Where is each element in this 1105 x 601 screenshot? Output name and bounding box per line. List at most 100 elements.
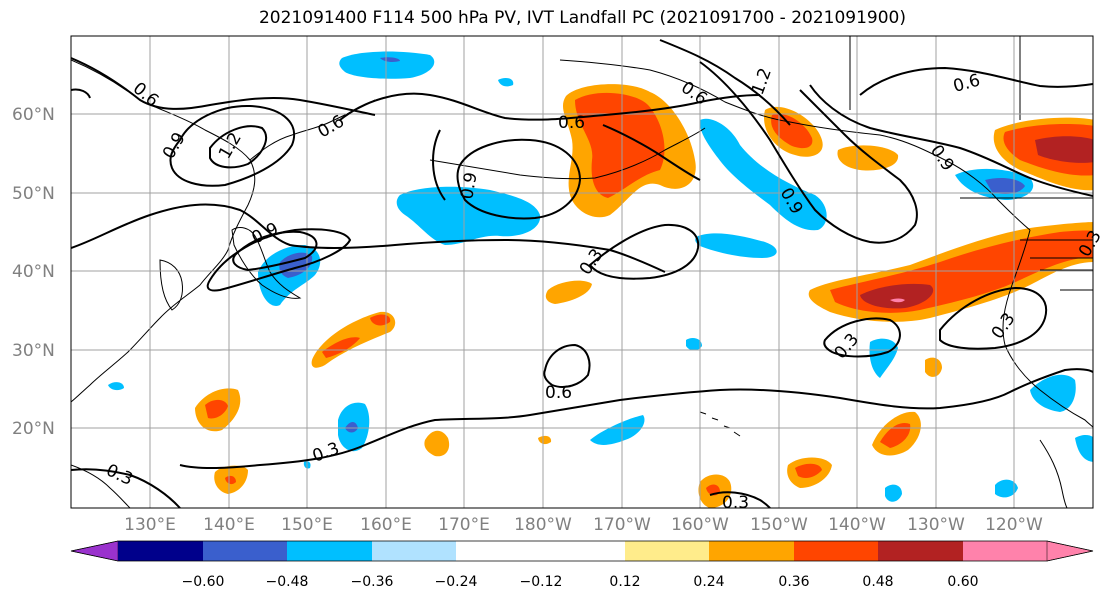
colorbar-cell <box>287 541 372 561</box>
colorbar-extend-low <box>70 540 119 562</box>
korea-coast <box>159 259 183 311</box>
lat-label: 60°N <box>12 105 55 125</box>
lat-label: 30°N <box>12 341 55 361</box>
aleutian-chain <box>429 127 706 180</box>
anomaly-negative <box>108 382 124 391</box>
colorbar-ticks: −0.60 −0.48 −0.36 −0.24 −0.12 0.12 0.24 … <box>182 574 979 590</box>
lon-label: 170°E <box>438 515 490 535</box>
lon-label: 130°W <box>907 515 965 535</box>
contour-line <box>206 228 352 292</box>
anomaly-positive <box>795 463 822 478</box>
contour-line <box>339 92 761 121</box>
colorbar-cell <box>794 541 878 561</box>
alaska-coast <box>559 59 1031 231</box>
anomaly-negative <box>885 484 902 502</box>
lon-label: 160°W <box>671 515 729 535</box>
anomaly-positive <box>575 92 665 198</box>
anomaly-positive <box>890 298 905 303</box>
map-border <box>70 35 1094 509</box>
contour-line <box>859 66 1093 96</box>
anomaly-positive <box>424 430 450 457</box>
colorbar-cell <box>963 541 1047 561</box>
lon-label: 140°E <box>203 515 255 535</box>
anomaly-negative <box>380 57 400 62</box>
coastlines <box>71 36 1093 508</box>
anomaly-negative <box>498 77 514 87</box>
lon-label: 140°W <box>828 515 886 535</box>
contour-label: 0.6 <box>545 383 572 403</box>
contour-line <box>699 61 918 244</box>
anomaly-negative <box>686 338 702 351</box>
anomaly-positive <box>837 145 899 171</box>
contour-line <box>588 223 700 280</box>
colorbar-tick: 0.36 <box>778 574 809 590</box>
anomaly-positive <box>771 113 813 149</box>
anomaly-negative <box>995 479 1018 498</box>
lat-label: 40°N <box>12 262 55 282</box>
lon-label: 150°E <box>281 515 333 535</box>
contour-line <box>939 286 1048 350</box>
contour-line <box>543 343 591 388</box>
lon-label: 160°E <box>360 515 412 535</box>
colorbar-cell <box>541 541 625 561</box>
contour-line <box>602 124 701 181</box>
contour-line <box>71 88 91 99</box>
hawaii-islands <box>699 411 741 437</box>
colorbar-cell <box>372 541 456 561</box>
anomaly-negative <box>985 178 1025 194</box>
anomaly-positive <box>925 357 942 377</box>
asia-coast <box>71 59 256 403</box>
contour-line <box>659 39 791 126</box>
anomaly-positive <box>538 435 552 445</box>
anomaly-positive <box>860 283 934 309</box>
baja-coast <box>1039 439 1068 508</box>
colorbar-tick: −0.60 <box>182 574 225 590</box>
anomaly-negative <box>345 422 358 433</box>
colorbar-cell <box>709 541 794 561</box>
colorbar-tick: 0.60 <box>947 574 978 590</box>
colorbar: −0.60 −0.48 −0.36 −0.24 −0.12 0.12 0.24 … <box>70 540 1094 590</box>
anomaly-positive <box>545 280 592 304</box>
contour-line <box>232 230 318 272</box>
lat-label: 20°N <box>12 419 55 439</box>
contour-line <box>169 104 295 187</box>
anomaly-positive <box>880 422 911 448</box>
shaded-anomalies <box>108 51 1093 508</box>
map-title: 2021091400 F114 500 hPa PV, IVT Landfall… <box>258 8 906 28</box>
contour-line <box>71 468 181 508</box>
contour-line <box>432 129 446 201</box>
latitude-labels: 60°N 50°N 40°N 30°N 20°N <box>12 105 55 439</box>
contour-label: 0.6 <box>558 113 585 133</box>
lon-label: 170°W <box>593 515 651 535</box>
us-border <box>960 197 1093 291</box>
lon-label: 120°W <box>985 515 1043 535</box>
contour-line <box>209 125 267 169</box>
lon-label: 150°W <box>750 515 808 535</box>
contour-label: 0.9 <box>457 171 481 201</box>
colorbar-tick: 0.48 <box>862 574 893 590</box>
contour-line <box>71 57 376 116</box>
anomaly-negative <box>590 415 645 445</box>
colorbar-tick: −0.48 <box>266 574 309 590</box>
contour-line <box>456 138 582 220</box>
contour-line <box>71 203 666 273</box>
contour-line <box>709 491 771 508</box>
colorbar-tick: −0.36 <box>351 574 394 590</box>
anomaly-negative <box>695 233 777 258</box>
anomaly-negative <box>339 51 435 79</box>
lon-label: 180°W <box>514 515 572 535</box>
contour-line <box>179 368 1093 470</box>
colorbar-tick: 0.12 <box>609 574 640 590</box>
japan-coast <box>231 227 302 299</box>
anomaly-positive <box>205 399 228 419</box>
longitude-labels: 130°E 140°E 150°E 160°E 170°E 180°W 170°… <box>124 515 1043 535</box>
contour-label: 0.3 <box>722 493 749 513</box>
anomaly-negative <box>396 186 541 245</box>
colorbar-tick: −0.12 <box>520 574 563 590</box>
lat-label: 50°N <box>12 184 55 204</box>
anomaly-positive <box>1035 136 1093 163</box>
colorbar-cell <box>456 541 541 561</box>
contour-line <box>809 84 1093 197</box>
colorbar-cell <box>118 541 203 561</box>
